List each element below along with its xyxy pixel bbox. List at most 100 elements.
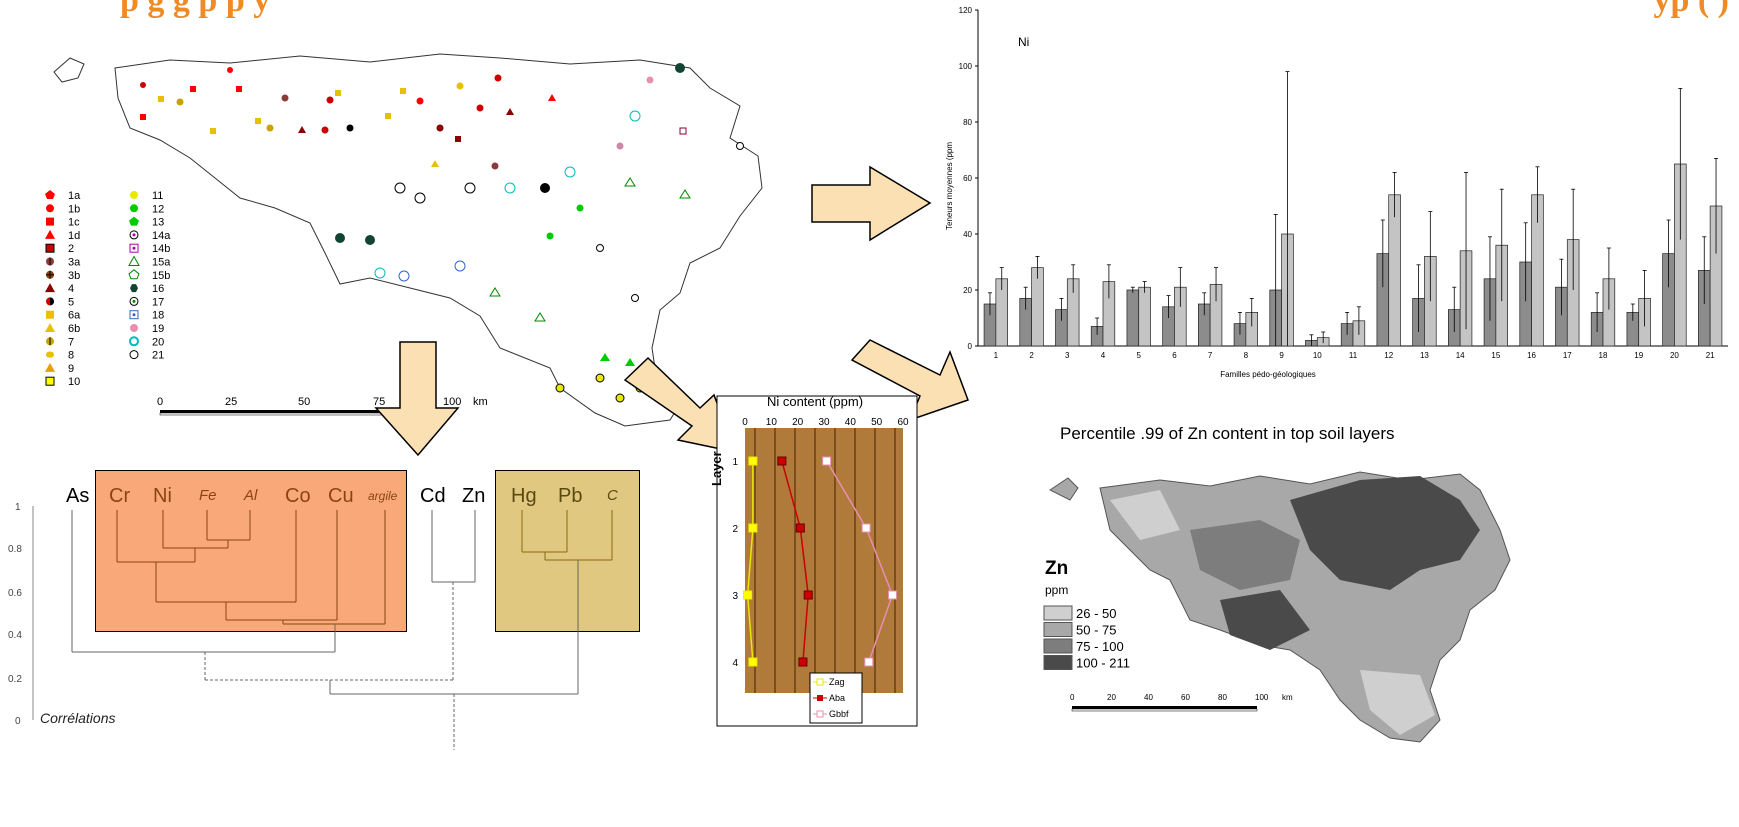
bar-xtick: 21 — [1706, 351, 1715, 360]
legend-item: 16 — [130, 283, 164, 295]
cluster-group-1 — [95, 470, 407, 632]
bar — [1031, 267, 1044, 347]
legend-item: 9 — [45, 362, 74, 375]
bar-ytick: 40 — [963, 230, 972, 239]
zn-scale-bar: 0 20 40 60 80 100 km — [1070, 693, 1293, 712]
zn-legend-label: 75 - 100 — [1076, 639, 1124, 654]
label-argile: argile — [368, 489, 398, 503]
scale-unit: km — [473, 396, 488, 408]
legend-item: 13 — [129, 216, 164, 229]
label-al: Al — [243, 487, 258, 504]
zn-legend-title: Zn — [1045, 558, 1069, 579]
bar-xtick: 17 — [1563, 351, 1572, 360]
legend-item: 15b — [128, 269, 170, 282]
page-title-left: p g g p p y — [120, 0, 271, 19]
zn-scale-tick: 60 — [1181, 693, 1190, 702]
profile-xtick: 10 — [766, 417, 778, 428]
zn-legend-unit: ppm — [1045, 583, 1069, 597]
bar-xtick: 7 — [1208, 351, 1213, 360]
bar-xtick: 16 — [1527, 351, 1536, 360]
legend-label: 15b — [152, 270, 170, 282]
legend-item: 4 — [45, 283, 74, 295]
dendrogram-branches-group2 — [521, 510, 613, 561]
profile-point — [864, 657, 874, 667]
bar — [1126, 289, 1140, 347]
zn-scale-tick: 80 — [1218, 693, 1227, 702]
profile-point — [887, 590, 897, 600]
map-symbols — [140, 63, 744, 403]
label-cu: Cu — [328, 485, 354, 507]
legend-label: 1d — [68, 230, 80, 242]
legend-label: 2 — [68, 243, 74, 255]
zn-scale-tick: 20 — [1107, 693, 1116, 702]
svg-text:1: 1 — [15, 502, 21, 513]
legend-item: 2 — [45, 243, 74, 255]
scale-tick-25: 25 — [225, 396, 237, 408]
bar-xtick: 1 — [994, 351, 999, 360]
bar-xtick: 19 — [1634, 351, 1643, 360]
bar-ytick: 60 — [963, 174, 972, 183]
profile-chart-title: Ni content (ppm) — [767, 394, 863, 409]
legend-label: 15a — [152, 257, 171, 269]
legend-gbbf: Gbbf — [829, 709, 849, 719]
legend-item: 19 — [130, 323, 164, 335]
legend-item: 1c — [46, 217, 80, 229]
legend-item: 14a — [129, 230, 171, 242]
svg-text:0.8: 0.8 — [8, 544, 22, 555]
legend-item: 18 — [129, 310, 164, 322]
profile-ytick: 2 — [732, 524, 738, 535]
legend-label: 17 — [152, 296, 164, 308]
legend-item: 11 — [130, 190, 163, 202]
legend-item: 17 — [129, 296, 164, 308]
scale-tick-75: 75 — [373, 396, 385, 408]
bar-xtick: 14 — [1456, 351, 1465, 360]
profile-legend: Zag Aba Gbbf — [809, 672, 863, 724]
legend-item: 1d — [45, 229, 80, 242]
legend-label: 9 — [68, 363, 74, 375]
legend-label: 7 — [68, 336, 74, 348]
zn-legend-label: 26 - 50 — [1076, 606, 1116, 621]
legend-item: 20 — [129, 336, 164, 348]
legend-label: 6a — [68, 310, 81, 322]
legend-label: 8 — [68, 350, 74, 362]
zn-legend-item: 75 - 100 — [1043, 638, 1124, 654]
profile-ytick: 1 — [732, 457, 738, 468]
profile-point — [795, 523, 805, 533]
profile-chart-ylabel: Layer — [709, 451, 724, 486]
bar — [1388, 194, 1401, 347]
zn-scale-tick: 100 — [1255, 693, 1269, 702]
label-co: Co — [285, 485, 311, 507]
legend-label: 16 — [152, 283, 164, 295]
label-as: As — [66, 485, 89, 507]
legend-label: 14b — [152, 243, 170, 255]
zn-scale-unit: km — [1282, 693, 1293, 702]
page-title-right: yp ( ) — [1653, 0, 1729, 19]
legend-item: 12 — [130, 203, 164, 215]
profile-point — [798, 657, 808, 667]
bar-chart-xlabel: Familles pédo-géologiques — [1220, 370, 1316, 379]
legend-item: 6b — [45, 323, 80, 335]
profile-xtick: 0 — [742, 417, 748, 428]
profile-point — [743, 590, 753, 600]
legend-label: 11 — [152, 190, 163, 202]
bar-xtick: 18 — [1599, 351, 1608, 360]
dendrogram-axis-label: Corrélations — [40, 710, 115, 726]
zn-legend-item: 50 - 75 — [1043, 622, 1116, 638]
zn-scale-tick: 40 — [1144, 693, 1153, 702]
bar-xtick: 12 — [1384, 351, 1393, 360]
legend-item: 10 — [45, 376, 80, 388]
legend-label: 13 — [152, 217, 164, 229]
map-outline — [53, 53, 763, 427]
label-hg: Hg — [511, 485, 537, 507]
arrow-right-icon — [811, 165, 932, 242]
profile-series-line — [781, 460, 809, 663]
legend-item: 21 — [129, 350, 164, 362]
scale-tick-50: 50 — [298, 396, 310, 408]
profile-xtick: 30 — [818, 417, 830, 428]
svg-text:0: 0 — [15, 716, 21, 727]
profile-xtick: 40 — [845, 417, 857, 428]
map-scale-bar: 0 25 50 75 100 km — [157, 396, 488, 416]
legend-label: 1c — [68, 217, 80, 229]
